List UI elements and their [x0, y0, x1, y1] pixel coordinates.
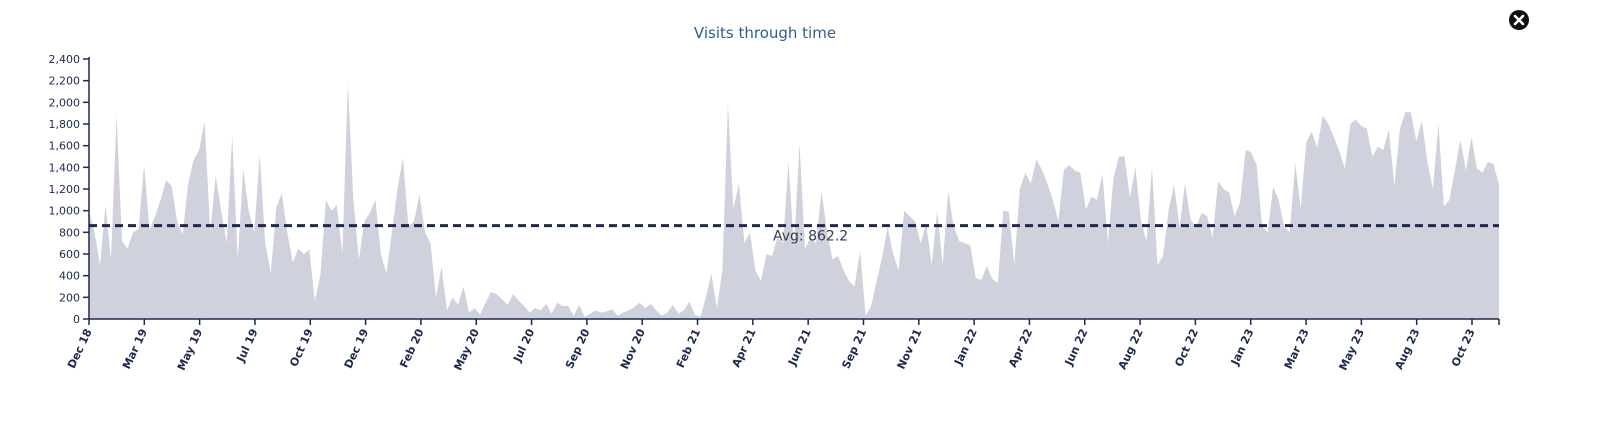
- x-tick-label: May 20: [451, 326, 482, 372]
- x-tick-label: Dec 19: [342, 327, 372, 371]
- y-tick-label: 1,200: [49, 183, 81, 196]
- x-tick-label: Jan 23: [1228, 327, 1256, 368]
- x-tick-label: Jul 19: [234, 327, 261, 365]
- close-button[interactable]: [1509, 10, 1529, 30]
- y-tick-label: 200: [59, 291, 80, 304]
- x-tick-label: Jul 20: [510, 326, 537, 364]
- y-tick-label: 1,800: [49, 118, 81, 131]
- x-tick-label: Sep 21: [839, 327, 869, 371]
- y-tick-label: 400: [59, 270, 80, 283]
- y-tick-label: 600: [59, 248, 80, 261]
- average-label: Avg: 862.2: [773, 229, 848, 245]
- x-tick-label: Aug 22: [1116, 327, 1146, 372]
- x-tick-label: Oct 23: [1449, 327, 1478, 369]
- x-tick-label: Sep 20: [563, 326, 593, 370]
- x-tick-label: Feb 20: [397, 326, 426, 369]
- x-tick-label: Nov 20: [618, 326, 648, 371]
- x-tick-label: Jun 21: [785, 327, 814, 369]
- close-icon: [1513, 14, 1525, 26]
- y-tick-label: 2,000: [49, 96, 81, 109]
- x-tick-label: Feb 21: [674, 327, 703, 370]
- x-tick-label: Apr 22: [1006, 327, 1035, 370]
- x-tick-label: May 23: [1337, 327, 1368, 373]
- x-tick-label: Oct 19: [287, 327, 316, 369]
- y-tick-label: 0: [73, 313, 80, 326]
- y-tick-label: 2,400: [49, 53, 81, 66]
- x-tick-label: Jan 22: [951, 327, 979, 368]
- y-tick-label: 800: [59, 226, 80, 239]
- x-tick-label: Mar 23: [1282, 327, 1312, 371]
- x-tick-label: Nov 21: [895, 327, 925, 372]
- x-tick-label: Oct 22: [1172, 327, 1201, 369]
- x-tick-label: Aug 23: [1392, 327, 1422, 372]
- x-tick-label: May 19: [175, 327, 206, 373]
- y-tick-label: 1,400: [49, 161, 81, 174]
- visits-area: [89, 82, 1499, 319]
- x-tick-label: Jun 22: [1062, 327, 1091, 369]
- y-tick-label: 2,200: [49, 75, 81, 88]
- y-tick-label: 1,600: [49, 140, 81, 153]
- x-tick-label: Mar 19: [120, 327, 150, 371]
- x-tick-label: Dec 18: [65, 327, 95, 371]
- y-tick-label: 1,000: [49, 205, 81, 218]
- chart-title: Visits through time: [693, 24, 837, 42]
- x-tick-label: Apr 21: [729, 327, 758, 370]
